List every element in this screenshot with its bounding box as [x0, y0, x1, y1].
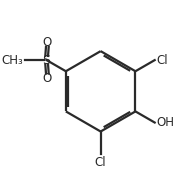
Text: Cl: Cl [95, 156, 106, 169]
Text: O: O [43, 72, 52, 85]
Text: O: O [43, 36, 52, 49]
Text: S: S [43, 54, 51, 67]
Text: Cl: Cl [156, 54, 168, 67]
Text: OH: OH [156, 116, 174, 129]
Text: CH₃: CH₃ [2, 54, 24, 67]
